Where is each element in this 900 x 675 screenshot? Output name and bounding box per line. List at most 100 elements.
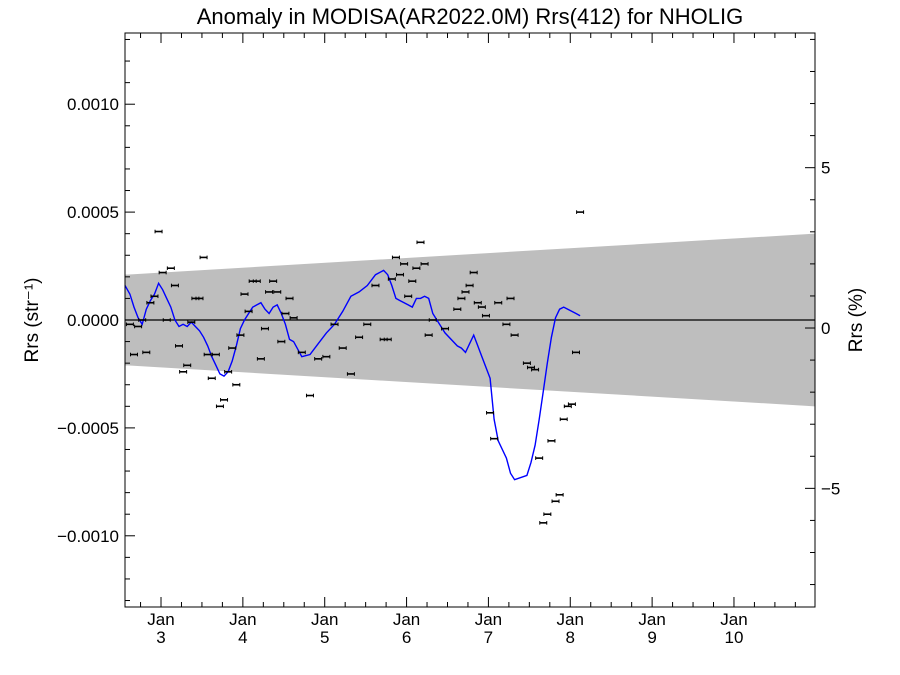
scatter-point — [125, 322, 134, 327]
anomaly-line — [124, 269, 581, 481]
scatter-point — [461, 290, 470, 294]
scatter-point — [215, 404, 224, 409]
scatter-point — [232, 382, 241, 387]
scatter-point — [457, 296, 466, 301]
x-tick-label-day: 5 — [320, 628, 329, 647]
scatter-point — [571, 350, 580, 355]
scatter-point — [391, 255, 400, 260]
scatter-point — [289, 316, 298, 320]
scatter-point — [187, 320, 196, 324]
x-tick-label-month: Jan — [557, 610, 584, 629]
scatter-point — [502, 322, 511, 327]
scatter-point — [551, 499, 560, 504]
scatter-point — [183, 363, 192, 368]
scatter-point — [330, 322, 339, 327]
scatter-point — [559, 417, 568, 422]
scatter-point — [142, 350, 151, 355]
scatter-point — [371, 283, 380, 288]
scatter-point — [563, 404, 572, 409]
scatter-point — [130, 352, 139, 357]
scatter-point — [506, 296, 515, 301]
x-tick-label-day: 7 — [484, 628, 493, 647]
x-tick-label-day: 9 — [647, 628, 656, 647]
scatter-point — [224, 369, 233, 374]
scatter-point — [150, 294, 159, 299]
y-left-tick-label: 0.0005 — [67, 203, 119, 222]
scatter-point — [428, 318, 437, 322]
y-axis-right-label: Rrs (%) — [846, 288, 867, 352]
scatter-point — [297, 350, 306, 355]
y-axis-left-label: Rrs (str⁻¹) — [22, 278, 43, 363]
scatter-point — [195, 296, 204, 301]
scatter-point — [494, 300, 503, 305]
scatter-point — [265, 290, 274, 294]
scatter-point — [146, 300, 155, 305]
scatter-point — [236, 333, 245, 337]
scatter-point — [244, 309, 253, 314]
scatter-point — [453, 307, 462, 312]
scatter-point — [473, 300, 482, 305]
scatter-point — [555, 492, 564, 497]
y-left-tick-label: −0.0010 — [57, 527, 119, 546]
scatter-point — [510, 333, 519, 337]
scatter-point — [211, 352, 220, 357]
scatter-point — [526, 365, 535, 370]
scatter-points-layer — [125, 210, 585, 525]
scatter-point — [490, 436, 499, 441]
scatter-point — [531, 367, 540, 372]
scatter-point — [547, 439, 556, 443]
scatter-point — [355, 335, 364, 340]
scatter-point — [543, 512, 552, 517]
scatter-point — [269, 279, 278, 283]
axis-labels-layer: 0.00100.00050.0000−0.0005−0.001050−5Jan3… — [57, 95, 840, 647]
scatter-point — [203, 352, 212, 357]
scatter-point — [134, 324, 143, 329]
x-tick-label-day: 3 — [156, 628, 165, 647]
scatter-point — [387, 277, 396, 281]
scatter-point — [228, 346, 237, 350]
scatter-point — [256, 357, 265, 361]
x-tick-label-month: Jan — [720, 610, 747, 629]
scatter-point — [158, 270, 167, 275]
scatter-point — [252, 279, 261, 283]
y-right-tick-label: 5 — [821, 159, 830, 178]
scatter-point — [338, 346, 347, 350]
scatter-point — [576, 210, 585, 214]
scatter-point — [179, 369, 188, 374]
scatter-point — [404, 294, 413, 299]
scatter-point — [408, 279, 417, 283]
axis-ticks-layer — [125, 33, 815, 607]
scatter-point — [240, 292, 249, 296]
scatter-point — [400, 262, 409, 266]
y-left-tick-label: 0.0000 — [67, 311, 119, 330]
y-left-tick-label: 0.0010 — [67, 95, 119, 114]
scatter-point — [465, 283, 474, 288]
scatter-point — [416, 240, 425, 245]
scatter-point — [322, 354, 331, 359]
scatter-point — [477, 305, 486, 309]
scatter-point — [535, 456, 544, 460]
x-tick-label-month: Jan — [638, 610, 665, 629]
scatter-point — [170, 283, 179, 288]
x-tick-label-month: Jan — [311, 610, 338, 629]
scatter-point — [305, 393, 314, 398]
y-left-tick-label: −0.0005 — [57, 419, 119, 438]
scatter-point — [138, 318, 147, 322]
scatter-point — [441, 326, 450, 331]
x-tick-label-day: 6 — [402, 628, 411, 647]
scatter-point — [420, 262, 429, 266]
scatter-point — [567, 402, 576, 406]
scatter-point — [166, 266, 175, 271]
scatter-point — [396, 272, 405, 277]
scatter-point — [277, 339, 286, 344]
scatter-point — [260, 326, 269, 331]
scatter-point — [481, 313, 490, 318]
chart-title: Anomaly in MODISA(AR2022.0M) Rrs(412) fo… — [197, 4, 744, 29]
x-tick-label-day: 4 — [238, 628, 247, 647]
anomaly-line-layer — [124, 269, 581, 481]
y-right-tick-label: 0 — [821, 319, 830, 338]
scatter-point — [314, 357, 323, 361]
x-tick-label-month: Jan — [147, 610, 174, 629]
scatter-point — [162, 318, 171, 322]
